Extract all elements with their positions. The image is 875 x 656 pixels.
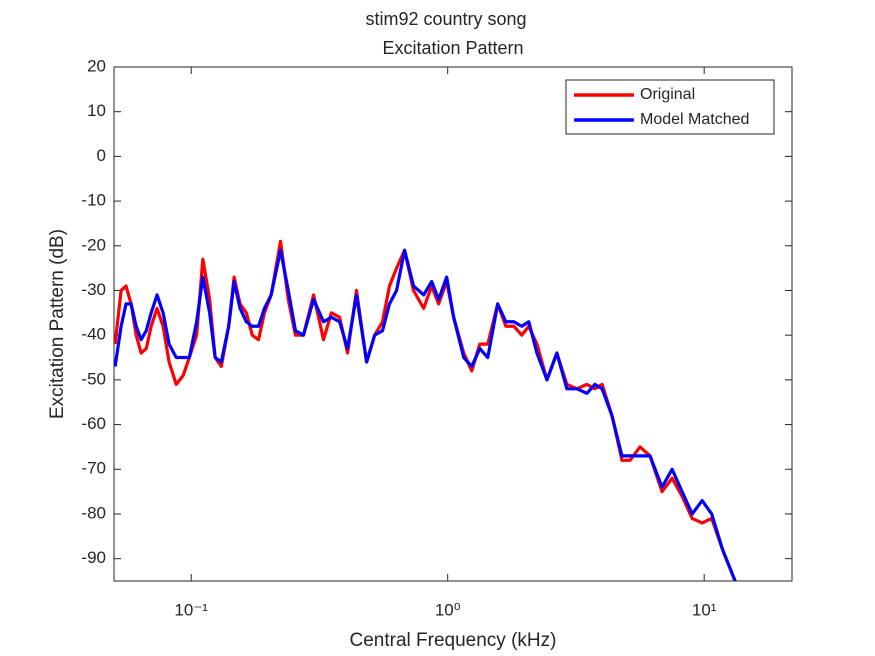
y-tick-label: 20: [87, 56, 106, 75]
y-tick-label: -30: [81, 280, 106, 299]
y-tick-label: -70: [81, 459, 106, 478]
plot-frame: [113, 66, 793, 582]
x-axis-label: Central Frequency (kHz): [350, 630, 557, 651]
x-tick-label: 10⁻¹: [174, 600, 208, 619]
chart-subtitle: Excitation Pattern: [382, 38, 523, 58]
y-tick-label: 0: [97, 146, 106, 165]
legend-box: [565, 79, 775, 135]
y-tick-label: 10: [87, 101, 106, 120]
y-tick-label: -40: [81, 325, 106, 344]
y-axis-label: Excitation Pattern (dB): [47, 229, 68, 419]
y-tick-label: -80: [81, 503, 106, 522]
x-tick-label: 10¹: [692, 600, 717, 619]
chart-title: stim92 country song: [365, 9, 526, 29]
y-tick-label: -20: [81, 235, 106, 254]
y-tick-label: -60: [81, 414, 106, 433]
legend-label: Original: [640, 86, 695, 103]
y-tick-label: -10: [81, 191, 106, 210]
legend-label: Model Matched: [640, 111, 749, 128]
y-tick-label: -50: [81, 369, 106, 388]
y-tick-label: -90: [81, 548, 106, 567]
data-line: [114, 248, 737, 581]
x-tick-label: 10⁰: [435, 600, 461, 619]
